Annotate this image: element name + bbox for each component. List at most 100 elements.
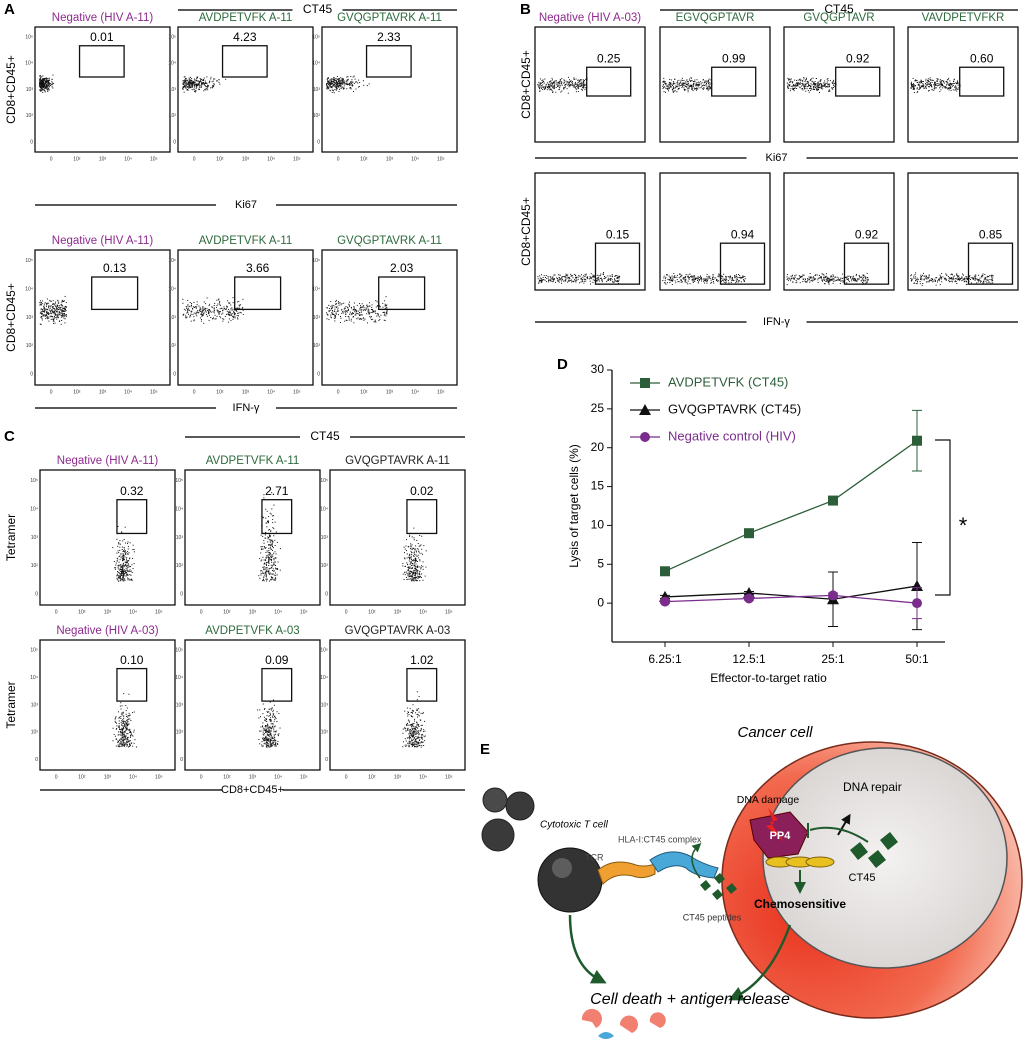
- dot: [120, 706, 121, 707]
- dot: [259, 558, 260, 559]
- dot: [409, 576, 410, 577]
- x-tick-label: 10³: [249, 609, 257, 615]
- dot: [329, 308, 330, 309]
- dot: [797, 278, 798, 279]
- dot: [961, 280, 962, 281]
- dot: [944, 83, 945, 84]
- dot: [410, 573, 411, 574]
- dot: [215, 315, 216, 316]
- dot: [346, 84, 347, 85]
- dot: [540, 278, 541, 279]
- dot: [263, 577, 264, 578]
- dot: [703, 87, 704, 88]
- dot: [275, 565, 276, 566]
- dot: [548, 88, 549, 89]
- dot: [265, 732, 266, 733]
- dot: [412, 563, 413, 564]
- dot: [857, 278, 858, 279]
- dot: [58, 302, 59, 303]
- dot: [118, 576, 119, 577]
- dot: [926, 279, 927, 280]
- dot: [220, 308, 221, 309]
- dot: [828, 282, 829, 283]
- dot: [548, 87, 549, 88]
- dot: [124, 559, 125, 560]
- dot: [928, 78, 929, 79]
- dot: [273, 743, 274, 744]
- dot: [581, 274, 582, 275]
- dot: [414, 575, 415, 576]
- dot: [40, 83, 41, 84]
- dot: [332, 308, 333, 309]
- dot: [412, 536, 413, 537]
- dot: [269, 559, 270, 560]
- dot: [132, 558, 133, 559]
- dot: [805, 80, 806, 81]
- dot: [408, 569, 409, 570]
- x-tick-label: 0: [193, 156, 196, 162]
- dot: [970, 279, 971, 280]
- dot: [120, 743, 121, 744]
- x-tick-label: 0: [200, 774, 203, 780]
- dot: [541, 87, 542, 88]
- dot: [683, 277, 684, 278]
- dot: [186, 85, 187, 86]
- x-tick-label: 0: [193, 389, 196, 395]
- dot: [417, 565, 418, 566]
- dot: [271, 579, 272, 580]
- dot: [114, 734, 115, 735]
- dot: [201, 83, 202, 84]
- dot: [796, 88, 797, 89]
- dot: [214, 312, 215, 313]
- dot: [219, 301, 220, 302]
- dot: [709, 88, 710, 89]
- dot: [123, 742, 124, 743]
- dot: [802, 84, 803, 85]
- dot: [40, 86, 41, 87]
- x-tick-label: 10⁴: [411, 389, 419, 395]
- dot: [61, 320, 62, 321]
- dot: [402, 565, 403, 566]
- dot: [581, 281, 582, 282]
- dot: [831, 87, 832, 88]
- dot: [44, 304, 45, 305]
- dot: [794, 85, 795, 86]
- dot: [376, 306, 377, 307]
- dot: [237, 313, 238, 314]
- dot: [578, 82, 579, 83]
- debris: [598, 1032, 614, 1039]
- dot: [118, 577, 119, 578]
- dot: [361, 314, 362, 315]
- dot: [413, 577, 414, 578]
- dot: [547, 82, 548, 83]
- dot: [273, 558, 274, 559]
- y-tick-label: 0: [317, 139, 320, 145]
- dot: [338, 311, 339, 312]
- dot: [545, 88, 546, 89]
- dot: [568, 82, 569, 83]
- dot: [580, 86, 581, 87]
- dot: [416, 555, 417, 556]
- dot: [229, 312, 230, 313]
- dot: [618, 280, 619, 281]
- dot: [125, 576, 126, 577]
- dot: [804, 84, 805, 85]
- dot: [967, 278, 968, 279]
- dot: [349, 314, 350, 315]
- dot: [851, 279, 852, 280]
- dot: [537, 84, 538, 85]
- dot: [917, 283, 918, 284]
- dot: [969, 275, 970, 276]
- dot: [787, 274, 788, 275]
- dot: [128, 578, 129, 579]
- dot: [978, 280, 979, 281]
- dot: [342, 78, 343, 79]
- dot: [262, 546, 263, 547]
- dot: [353, 309, 354, 310]
- dot: [182, 84, 183, 85]
- dot: [552, 85, 553, 86]
- x-tick-label: 10³: [242, 156, 250, 162]
- dot: [545, 280, 546, 281]
- dot: [590, 283, 591, 284]
- dot: [792, 88, 793, 89]
